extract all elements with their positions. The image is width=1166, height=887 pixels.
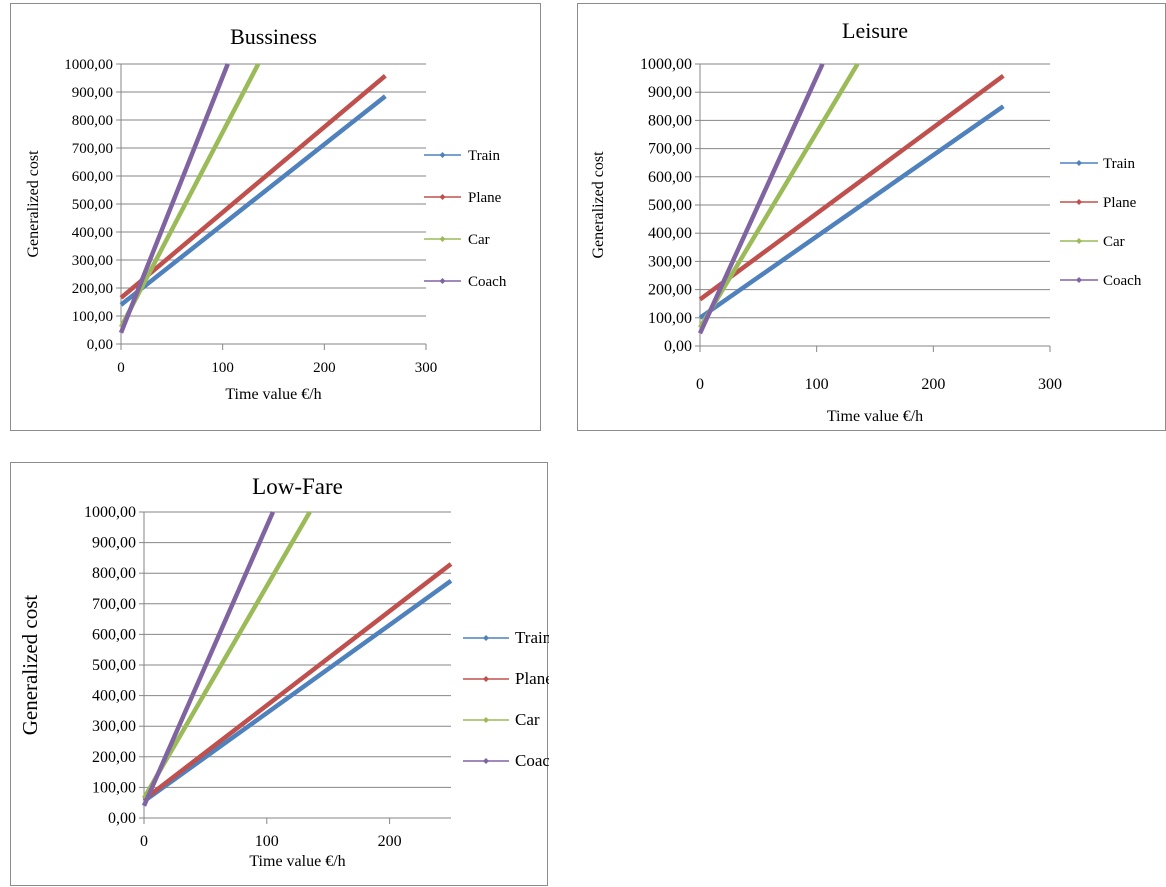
y-tick-label: 200,00: [92, 749, 136, 766]
y-tick-label: 800,00: [72, 113, 113, 129]
legend-label-plane: Plane: [515, 669, 549, 688]
y-tick-label: 200,00: [72, 281, 113, 297]
y-tick-label: 100,00: [92, 779, 136, 796]
chart-bussiness: 0,00 100,00 200,00 300,00 400,00 500,00 600,00…: [10, 3, 541, 431]
x-tick-label: 300: [415, 360, 438, 376]
y-tick-label: 500,00: [92, 657, 136, 674]
y-axis-label: Generalized cost: [25, 150, 42, 258]
legend-marker-car: [483, 717, 489, 723]
y-tick-label: 1000,00: [64, 57, 113, 73]
chart-leisure: 0,00 100,00 200,00 300,00 400,00 500,00 600,00…: [577, 3, 1166, 431]
series-line-train: [119, 94, 387, 307]
y-tick-label: 900,00: [72, 85, 113, 101]
x-tick-label: 100: [805, 376, 829, 393]
legend-marker-car: [439, 236, 446, 242]
legend-marker-coach: [483, 758, 489, 764]
y-tick-label: 700,00: [72, 141, 113, 157]
x-tick-label: 100: [211, 360, 234, 376]
legend-marker-plane: [1076, 199, 1082, 205]
chart-title: Leisure: [842, 18, 908, 43]
legend-label-train: Train: [515, 628, 549, 647]
y-tick-label: 600,00: [72, 169, 113, 185]
y-tick-label: 200,00: [648, 282, 692, 299]
y-tick-label: 500,00: [72, 197, 113, 213]
chart-low-fare: 0,00 100,00 200,00 300,00 400,00 500,00 600,00…: [10, 462, 549, 886]
legend-marker-coach: [439, 278, 446, 284]
legend-marker-car: [1076, 238, 1082, 244]
y-tick-label: 600,00: [648, 169, 692, 186]
legend-label-plane: Plane: [468, 190, 502, 206]
series-line-coach: [697, 63, 825, 335]
series-line-plane: [119, 74, 387, 300]
y-tick-label: 0,00: [108, 810, 136, 827]
x-tick-label: 100: [255, 833, 279, 850]
chart-leisure-svg: 0,00 100,00 200,00 300,00 400,00 500,00 600,00…: [590, 18, 1142, 425]
y-tick-label: 400,00: [72, 225, 113, 241]
legend-label-car: Car: [468, 232, 490, 248]
series-line-train: [698, 104, 1005, 320]
y-tick-label: 900,00: [92, 535, 136, 552]
series-line-car: [119, 62, 261, 329]
y-tick-label: 500,00: [648, 197, 692, 214]
y-tick-label: 1000,00: [640, 56, 692, 73]
y-tick-label: 1000,00: [84, 504, 136, 521]
x-axis-label: Time value €/h: [225, 386, 321, 403]
x-axis-label: Time value €/h: [249, 853, 345, 870]
legend-label-train: Train: [1103, 156, 1135, 172]
legend-marker-plane: [483, 676, 489, 682]
y-tick-label: 100,00: [648, 310, 692, 327]
y-tick-label: 900,00: [648, 84, 692, 101]
legend-label-coach: Coach: [1103, 273, 1142, 289]
series-line-plane: [142, 562, 453, 802]
legend-marker-coach: [1076, 277, 1082, 283]
chart-low-fare-svg: 0,00 100,00 200,00 300,00 400,00 500,00 600,00…: [18, 474, 549, 870]
y-tick-label: 0,00: [664, 338, 692, 355]
y-tick-label: 300,00: [648, 253, 692, 270]
y-tick-label: 300,00: [72, 253, 113, 269]
legend-marker-plane: [439, 194, 446, 200]
chart-title: Bussiness: [230, 24, 317, 49]
y-tick-label: 100,00: [72, 309, 113, 325]
x-tick-label: 200: [378, 833, 402, 850]
y-tick-label: 700,00: [648, 141, 692, 158]
legend-marker-train: [439, 152, 446, 158]
series-line-coach: [141, 511, 276, 807]
series-line-train: [142, 579, 453, 803]
y-tick-label: 700,00: [92, 596, 136, 613]
x-tick-label: 200: [921, 376, 945, 393]
y-tick-label: 300,00: [92, 718, 136, 735]
x-tick-label: 200: [313, 360, 336, 376]
x-tick-label: 0: [696, 376, 704, 393]
legend-label-plane: Plane: [1103, 195, 1137, 211]
chart-title: Low-Fare: [252, 474, 343, 499]
legend-label-train: Train: [468, 148, 500, 164]
legend-label-coach: Coach: [468, 274, 507, 290]
series-line-coach: [118, 63, 230, 334]
y-tick-label: 800,00: [92, 565, 136, 582]
legend-label-car: Car: [1103, 234, 1125, 250]
y-tick-label: 600,00: [92, 626, 136, 643]
legend-label-coach: Coach: [515, 751, 549, 770]
x-tick-label: 0: [140, 833, 148, 850]
legend-marker-train: [1076, 160, 1082, 166]
y-tick-label: 400,00: [648, 225, 692, 242]
y-tick-label: 400,00: [92, 688, 136, 705]
legend-label-car: Car: [515, 710, 540, 729]
x-tick-label: 300: [1038, 376, 1062, 393]
series-line-plane: [698, 74, 1005, 302]
series-line-car: [142, 510, 312, 800]
series-line-car: [698, 62, 860, 329]
y-tick-label: 800,00: [648, 112, 692, 129]
x-axis-label: Time value €/h: [827, 408, 923, 425]
y-axis-label: Generalized cost: [18, 595, 42, 736]
y-tick-label: 0,00: [87, 337, 113, 353]
y-axis-label: Generalized cost: [590, 151, 607, 259]
chart-bussiness-svg: 0,00 100,00 200,00 300,00 400,00 500,00 600,00…: [25, 24, 507, 403]
legend-marker-train: [483, 635, 489, 641]
x-tick-label: 0: [117, 360, 125, 376]
